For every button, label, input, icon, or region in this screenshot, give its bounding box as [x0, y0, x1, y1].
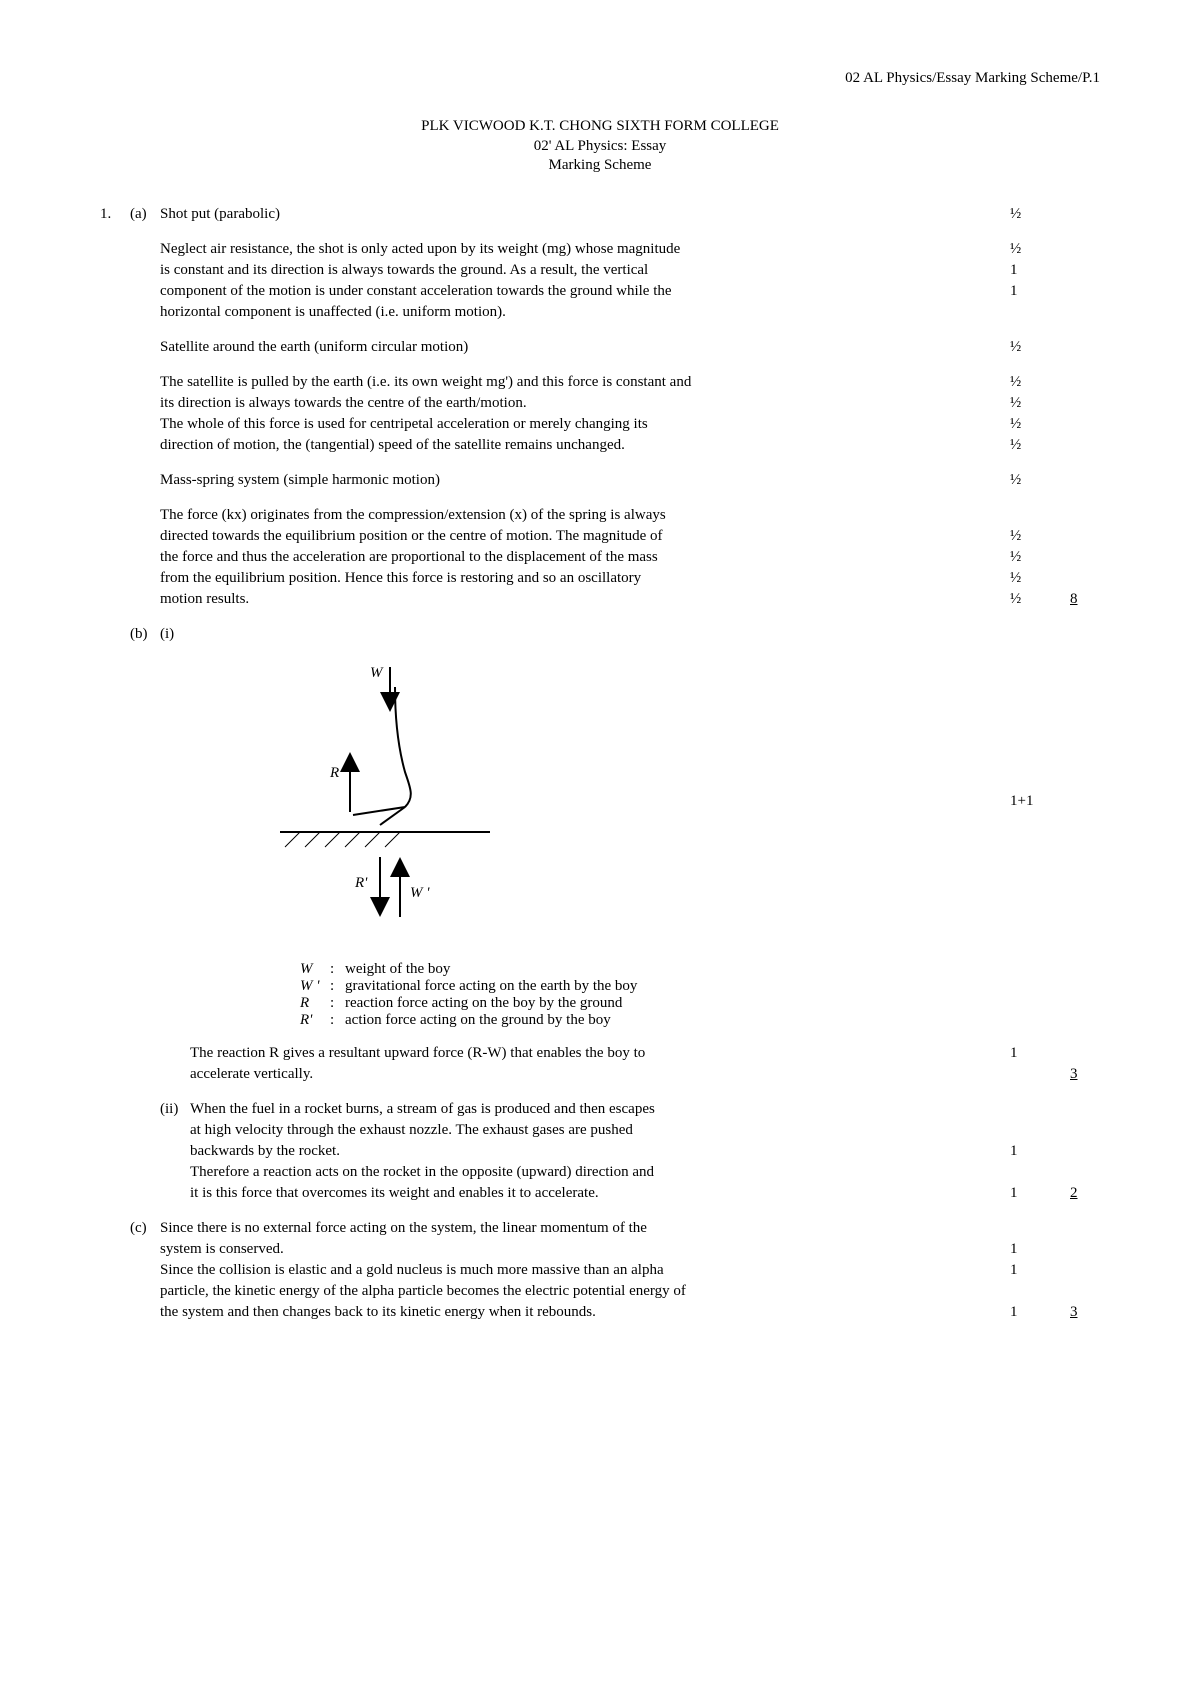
- text-line: the force and thus the acceleration are …: [160, 549, 1010, 566]
- text-line: When the fuel in a rocket burns, a strea…: [190, 1101, 1010, 1118]
- text-line: Mass-spring system (simple harmonic moti…: [160, 472, 1010, 489]
- mark: 1+1: [1010, 793, 1070, 810]
- text-line: backwards by the rocket.: [190, 1143, 1010, 1160]
- legend: W:weight of the boy W ':gravitational fo…: [190, 961, 990, 1029]
- text-line: from the equilibrium position. Hence thi…: [160, 570, 1010, 587]
- text-line: component of the motion is under constan…: [160, 283, 1010, 300]
- mark: ½: [1010, 416, 1070, 433]
- legend-text: weight of the boy: [345, 961, 450, 978]
- text-line: Satellite around the earth (uniform circ…: [160, 339, 1010, 356]
- mark: ½: [1010, 570, 1070, 587]
- header-right: 02 AL Physics/Essay Marking Scheme/P.1: [100, 70, 1100, 87]
- mark: 1: [1010, 283, 1070, 300]
- mark: ½: [1010, 374, 1070, 391]
- mark: ½: [1010, 206, 1070, 223]
- text-line: particle, the kinetic energy of the alph…: [160, 1283, 1010, 1300]
- mark: 1: [1010, 1262, 1070, 1279]
- text-line: Therefore a reaction acts on the rocket …: [190, 1164, 1010, 1181]
- label-wp: W ': [410, 885, 430, 901]
- part-c-label: (c): [130, 1220, 160, 1237]
- text-line: is constant and its direction is always …: [160, 262, 1010, 279]
- text-line: system is conserved.: [160, 1241, 1010, 1258]
- title-block: PLK VICWOOD K.T. CHONG SIXTH FORM COLLEG…: [100, 117, 1100, 176]
- text-line: The whole of this force is used for cent…: [160, 416, 1010, 433]
- mark: ½: [1010, 591, 1070, 608]
- mark: ½: [1010, 395, 1070, 412]
- mark: 1: [1010, 262, 1070, 279]
- legend-text: action force acting on the ground by the…: [345, 1012, 611, 1029]
- total-mark: 8: [1070, 591, 1100, 608]
- text-line: horizontal component is unaffected (i.e.…: [160, 304, 1010, 321]
- part-b-label: (b): [130, 626, 160, 643]
- label-rp: R': [354, 875, 368, 891]
- text-line: the system and then changes back to its …: [160, 1304, 1010, 1321]
- text-line: Shot put (parabolic): [160, 206, 1010, 223]
- mark: ½: [1010, 339, 1070, 356]
- mark: 1: [1010, 1045, 1070, 1062]
- text-line: directed towards the equilibrium positio…: [160, 528, 1010, 545]
- text-line: Neglect air resistance, the shot is only…: [160, 241, 1010, 258]
- mark: ½: [1010, 472, 1070, 489]
- mark: 1: [1010, 1185, 1070, 1202]
- text-line: The force (kx) originates from the compr…: [160, 507, 1010, 524]
- part-b-ii-label: (ii): [160, 1101, 190, 1118]
- mark: ½: [1010, 549, 1070, 566]
- part-a-label: (a): [130, 206, 160, 223]
- page: 02 AL Physics/Essay Marking Scheme/P.1 P…: [0, 0, 1200, 1405]
- text-line: it is this force that overcomes its weig…: [190, 1185, 1010, 1202]
- legend-text: gravitational force acting on the earth …: [345, 978, 637, 995]
- title-line-2: 02' AL Physics: Essay: [100, 137, 1100, 157]
- text-line: direction of motion, the (tangential) sp…: [160, 437, 1010, 454]
- text-line: at high velocity through the exhaust noz…: [190, 1122, 1010, 1139]
- title-line-3: Marking Scheme: [100, 156, 1100, 176]
- total-mark: 3: [1070, 1304, 1100, 1321]
- text-line: motion results.: [160, 591, 1010, 608]
- text-line: Since there is no external force acting …: [160, 1220, 1010, 1237]
- label-w: W: [370, 665, 384, 681]
- text-line: The reaction R gives a resultant upward …: [190, 1045, 1010, 1062]
- legend-text: reaction force acting on the boy by the …: [345, 995, 622, 1012]
- mark: ½: [1010, 528, 1070, 545]
- text-line: The satellite is pulled by the earth (i.…: [160, 374, 1010, 391]
- mark: ½: [1010, 241, 1070, 258]
- text-line: its direction is always towards the cent…: [160, 395, 1010, 412]
- mark: ½: [1010, 437, 1070, 454]
- part-b-i-label: (i): [160, 626, 190, 643]
- mark: 1: [1010, 1241, 1070, 1258]
- force-diagram: W R R' W ': [190, 647, 990, 957]
- mark: 1: [1010, 1304, 1070, 1321]
- title-line-1: PLK VICWOOD K.T. CHONG SIXTH FORM COLLEG…: [100, 117, 1100, 137]
- mark: 1: [1010, 1143, 1070, 1160]
- label-r: R: [329, 765, 339, 781]
- total-mark: 2: [1070, 1185, 1100, 1202]
- text-line: accelerate vertically.: [190, 1066, 1010, 1083]
- text-line: Since the collision is elastic and a gol…: [160, 1262, 1010, 1279]
- question-number: 1.: [100, 206, 130, 223]
- total-mark: 3: [1070, 1066, 1100, 1083]
